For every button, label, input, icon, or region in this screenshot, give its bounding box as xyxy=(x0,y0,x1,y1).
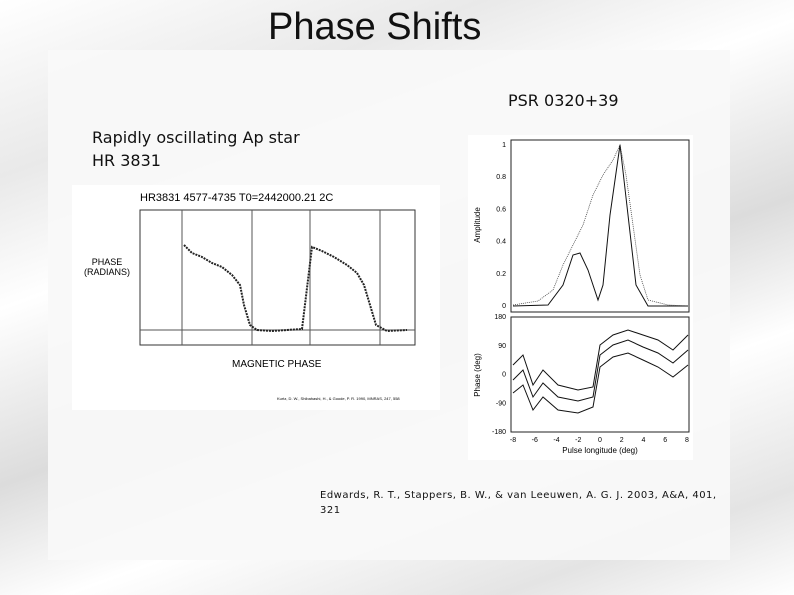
x-tick-label: 0 xyxy=(598,437,602,444)
x-tick-label: 6 xyxy=(663,437,667,444)
caption-line: Rapidly oscillating Ap star xyxy=(92,128,300,147)
figure-bg xyxy=(72,185,440,410)
y-tick-label: 0 xyxy=(502,303,506,310)
x-tick-label: 8 xyxy=(685,437,689,444)
figure-ylabel: (RADIANS) xyxy=(84,267,130,277)
y-tick-label: 180 xyxy=(494,314,506,321)
y-tick-label: 90 xyxy=(498,343,506,350)
top-frame xyxy=(510,139,690,313)
left-caption: Rapidly oscillating Ap star HR 3831 xyxy=(92,126,300,172)
phase-curve xyxy=(512,352,689,414)
figure-bg xyxy=(468,135,693,460)
y-tick-label: 0 xyxy=(502,372,506,379)
phase-curve xyxy=(512,339,689,402)
reference-line: Edwards, R. T., Stappers, B. W., & van L… xyxy=(320,490,717,501)
y-tick-label: 0.4 xyxy=(496,239,506,246)
left-figure: HR3831 4577-4735 T0=2442000.21 2C PHASE … xyxy=(72,185,440,410)
reference: Edwards, R. T., Stappers, B. W., & van L… xyxy=(320,488,717,518)
right-figure: Amplitude Phase (deg) Pulse longitude (d… xyxy=(468,135,693,460)
reference-line: 321 xyxy=(320,505,341,516)
y-tick-label: 1 xyxy=(502,142,506,149)
y-tick-label: 0.8 xyxy=(496,174,506,181)
x-tick-label: 4 xyxy=(642,437,646,444)
figure-credit: Kurtz, D. W., Shibahashi, H., & Goode, P… xyxy=(277,396,400,401)
phase-points xyxy=(183,244,408,333)
x-tick-label: -8 xyxy=(510,437,516,444)
slide-title: Phase Shifts xyxy=(268,6,482,48)
phase-curve xyxy=(512,329,689,391)
total-profile xyxy=(512,143,689,307)
right-caption: PSR 0320+39 xyxy=(508,91,619,110)
bottom-frame xyxy=(510,316,690,433)
ylabel: Amplitude xyxy=(473,207,482,243)
polarized-profile xyxy=(512,144,688,307)
frame xyxy=(139,209,416,346)
x-tick-label: -4 xyxy=(553,437,559,444)
y-tick-label: -180 xyxy=(492,429,506,436)
y-tick-label: 0.2 xyxy=(496,271,506,278)
ylabel: Phase (deg) xyxy=(473,353,482,397)
x-tick-label: -6 xyxy=(532,437,538,444)
caption-line: HR 3831 xyxy=(92,151,161,170)
y-tick-label: -90 xyxy=(496,400,506,407)
figure-header: HR3831 4577-4735 T0=2442000.21 2C xyxy=(140,192,333,204)
figure-ylabel: PHASE xyxy=(92,257,123,267)
figure-xlabel: MAGNETIC PHASE xyxy=(232,359,322,370)
xlabel: Pulse longitude (deg) xyxy=(562,446,638,455)
y-tick-label: 0.6 xyxy=(496,206,506,213)
x-tick-label: 2 xyxy=(620,437,624,444)
x-tick-label: -2 xyxy=(575,437,581,444)
